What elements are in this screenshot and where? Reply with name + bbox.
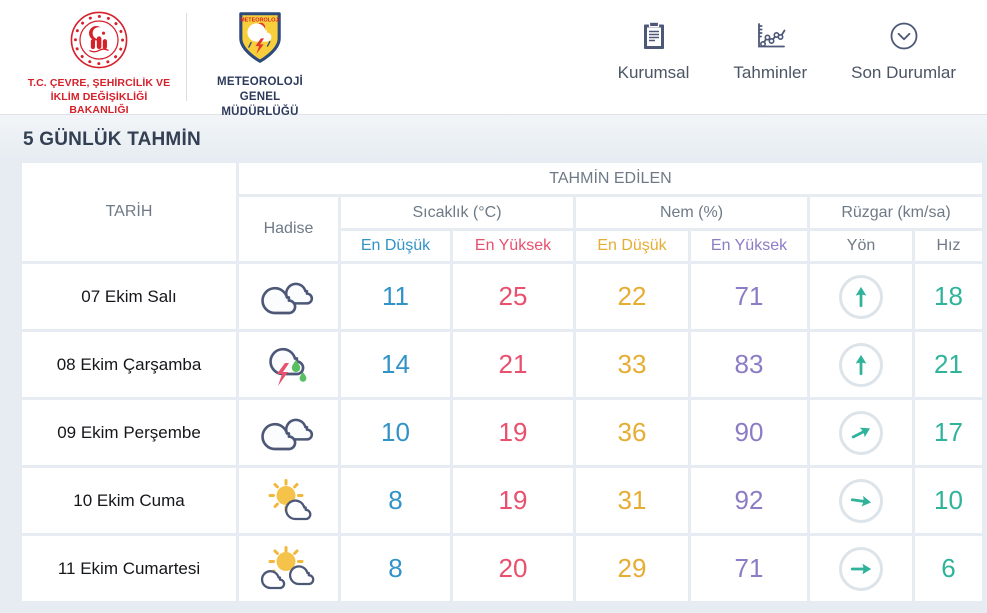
subheader-hiz: Hız — [915, 231, 982, 261]
date-cell: 07 Ekim Salı — [22, 264, 236, 329]
temp-min-cell: 11 — [341, 264, 450, 329]
subheader-humidity-min: En Düşük — [576, 231, 688, 261]
nav-label: Son Durumlar — [851, 63, 956, 82]
date-cell: 09 Ekim Perşembe — [22, 400, 236, 465]
date-cell: 11 Ekim Cumartesi — [22, 536, 236, 601]
temp-max-cell: 25 — [453, 264, 573, 329]
temp-min-cell: 10 — [341, 400, 450, 465]
condition-cell — [239, 468, 338, 533]
humidity-max-cell: 92 — [691, 468, 807, 533]
wind-direction-circle — [839, 478, 883, 523]
condition-cell — [239, 332, 338, 397]
sun-clouds-icon — [260, 545, 314, 589]
line-chart-icon — [755, 21, 786, 51]
cloudy-icon — [260, 282, 313, 314]
temp-max-cell: 19 — [453, 468, 573, 533]
date-cell: 10 Ekim Cuma — [22, 468, 236, 533]
wind-speed-cell: 21 — [915, 332, 982, 397]
forecast-table: TARİH TAHMİN EDİLEN Hadise Sıcaklık (°C)… — [22, 163, 982, 601]
humidity-min-cell: 29 — [576, 536, 688, 601]
wind-direction-cell — [810, 264, 912, 329]
wind-arrow-icon — [845, 416, 877, 448]
condition-cell — [239, 536, 338, 601]
nav-label: Kurumsal — [617, 63, 690, 82]
temp-max-cell: 21 — [453, 332, 573, 397]
wind-direction-circle — [839, 342, 883, 387]
nav-item-kurumsal[interactable]: Kurumsal — [617, 21, 690, 83]
wind-direction-circle — [839, 410, 883, 455]
wind-speed-cell: 17 — [915, 400, 982, 465]
humidity-max-cell: 83 — [691, 332, 807, 397]
sun-cloud-icon — [268, 478, 311, 520]
svg-text:METEOROLOJI: METEOROLOJI — [240, 18, 280, 24]
thunderstorm-icon — [268, 347, 306, 386]
wind-speed-cell: 18 — [915, 264, 982, 329]
temp-max-cell: 20 — [453, 536, 573, 601]
ministry-name: T.C. ÇEVRE, ŞEHİRCİLİK VE İKLİM DEĞİŞİKL… — [27, 77, 171, 117]
temp-min-cell: 8 — [341, 536, 450, 601]
column-header-hadise: Hadise — [239, 197, 338, 261]
nav-item-tahminler[interactable]: Tahminler — [733, 21, 807, 83]
condition-cell — [239, 400, 338, 465]
nav-item-son-durumlar[interactable]: Son Durumlar — [851, 21, 956, 83]
subheader-temp-min: En Düşük — [341, 231, 450, 261]
mgm-shield-icon: METEOROLOJI — [238, 11, 282, 69]
column-header-ruzgar: Rüzgar (km/sa) — [810, 197, 982, 228]
humidity-min-cell: 36 — [576, 400, 688, 465]
subheader-humidity-max: En Yüksek — [691, 231, 807, 261]
wind-direction-cell — [810, 332, 912, 397]
humidity-min-cell: 31 — [576, 468, 688, 533]
condition-cell — [239, 264, 338, 329]
humidity-max-cell: 71 — [691, 264, 807, 329]
cloudy-icon — [260, 418, 313, 450]
subheader-temp-max: En Yüksek — [453, 231, 573, 261]
ministry-logo[interactable]: T.C. ÇEVRE, ŞEHİRCİLİK VE İKLİM DEĞİŞİKL… — [26, 11, 172, 118]
brand-divider — [186, 13, 187, 101]
temp-min-cell: 14 — [341, 332, 450, 397]
nav-label: Tahminler — [733, 63, 808, 82]
wind-arrow-icon — [849, 285, 873, 309]
column-header-sicaklik: Sıcaklık (°C) — [341, 197, 573, 228]
mgm-name: METEOROLOJİ GENEL MÜDÜRLÜĞÜ — [217, 76, 303, 118]
chevron-down-circle-icon — [889, 21, 919, 51]
wind-direction-cell — [810, 468, 912, 533]
humidity-min-cell: 33 — [576, 332, 688, 397]
content-area: 5 GÜNLÜK TAHMİN TARİH TAHMİN EDİLEN Hadi… — [0, 115, 987, 613]
clipboard-icon — [641, 21, 667, 51]
wind-speed-cell: 6 — [915, 536, 982, 601]
column-header-nem: Nem (%) — [576, 197, 807, 228]
main-nav: Kurumsal Tahminler — [618, 21, 956, 83]
temp-min-cell: 8 — [341, 468, 450, 533]
date-cell: 08 Ekim Çarşamba — [22, 332, 236, 397]
ministry-emblem-icon — [70, 11, 128, 74]
wind-direction-cell — [810, 400, 912, 465]
wind-direction-circle — [839, 546, 883, 591]
wind-direction-circle — [839, 274, 883, 319]
brand-area: T.C. ÇEVRE, ŞEHİRCİLİK VE İKLİM DEĞİŞİKL… — [0, 0, 319, 120]
column-header-tarih: TARİH — [22, 163, 236, 261]
wind-speed-cell: 10 — [915, 468, 982, 533]
page-title: 5 GÜNLÜK TAHMİN — [23, 129, 201, 150]
subheader-yon: Yön — [810, 231, 912, 261]
wind-direction-cell — [810, 536, 912, 601]
humidity-max-cell: 90 — [691, 400, 807, 465]
column-header-tahmin-edilen: TAHMİN EDİLEN — [239, 163, 982, 194]
mgm-logo[interactable]: METEOROLOJI METEOROLOJİ GENEL MÜDÜRLÜĞÜ — [201, 11, 319, 120]
humidity-max-cell: 71 — [691, 536, 807, 601]
wind-arrow-icon — [849, 353, 873, 377]
site-header: T.C. ÇEVRE, ŞEHİRCİLİK VE İKLİM DEĞİŞİKL… — [0, 0, 987, 118]
humidity-min-cell: 22 — [576, 264, 688, 329]
wind-arrow-icon — [847, 487, 874, 514]
temp-max-cell: 19 — [453, 400, 573, 465]
wind-arrow-icon — [849, 557, 873, 581]
